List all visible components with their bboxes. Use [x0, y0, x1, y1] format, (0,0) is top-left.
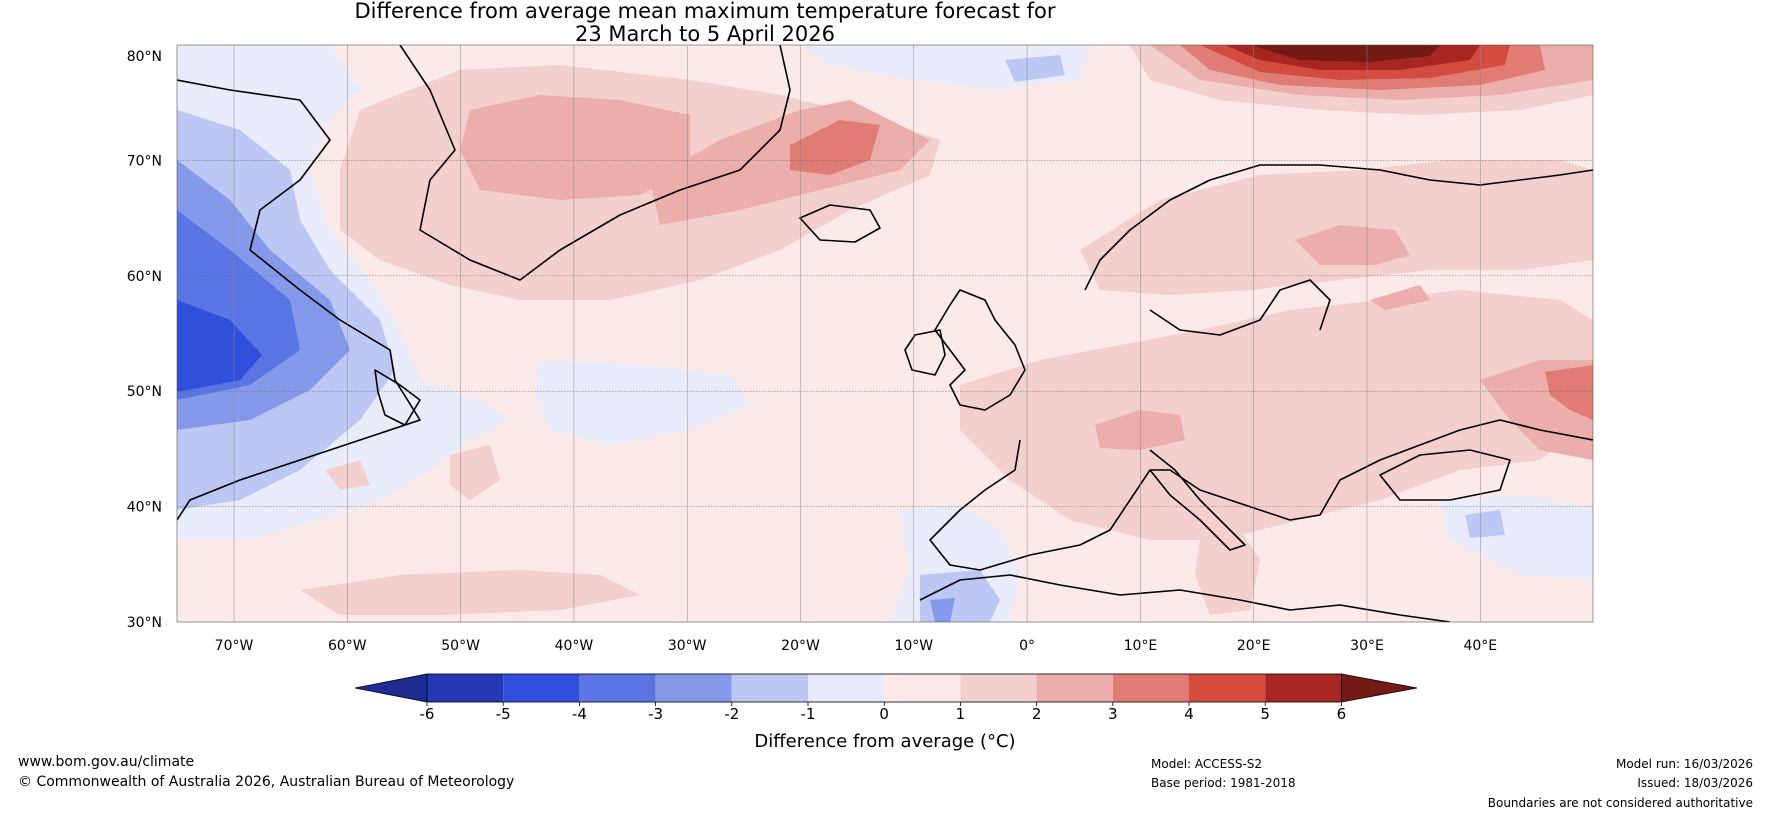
title-line-2: 23 March to 5 April 2026	[575, 22, 835, 46]
colorbar-segment	[1265, 674, 1342, 702]
coast-canada	[177, 79, 421, 521]
coast-black-sea	[1379, 449, 1511, 501]
colorbar-extend-high	[1341, 673, 1418, 703]
colorbar-segment	[1189, 674, 1266, 702]
chart-title: Difference from average mean maximum tem…	[0, 0, 1410, 46]
anomaly-plus1-mediterranean	[1195, 530, 1260, 615]
coast-italy	[1149, 449, 1246, 551]
copyright-notice: © Commonwealth of Australia 2026, Austra…	[18, 774, 515, 790]
longitude-label: 50°W	[441, 638, 480, 654]
anomaly-plus2-russia-strip	[1370, 285, 1430, 310]
colorbar-segment	[655, 674, 732, 702]
longitude-label: 60°W	[328, 638, 367, 654]
colorbar-segment	[427, 674, 504, 702]
colorbar-segment	[1036, 674, 1113, 702]
colorbar-tick-label: 6	[1337, 705, 1347, 723]
longitude-label: 10°W	[894, 638, 933, 654]
colorbar-tick-label: -5	[496, 705, 511, 723]
colorbar-segment	[1112, 674, 1189, 702]
longitude-label: 10°E	[1124, 638, 1158, 654]
coast-north-africa	[919, 574, 1451, 622]
longitude-label: 30°E	[1350, 638, 1384, 654]
coastlines	[177, 45, 1593, 622]
longitude-labels: 70°W 60°W 50°W 40°W 30°W 20°W 10°W 0° 10°E 20°E 30…	[215, 638, 1497, 654]
longitude-label: 30°W	[668, 638, 707, 654]
anomaly-minus1-atlantic	[535, 360, 750, 445]
anomaly-minus3-south	[930, 598, 955, 622]
map-frame	[176, 44, 1594, 623]
colorbar-tick-label: 1	[956, 705, 966, 723]
longitude-label: 20°E	[1237, 638, 1271, 654]
coast-ireland	[904, 329, 946, 376]
colorbar-tick-label: -3	[648, 705, 663, 723]
longitude-label: 40°W	[555, 638, 594, 654]
anomaly-minus5-west	[177, 300, 262, 392]
colorbar-tick-label: 5	[1260, 705, 1270, 723]
title-line-1: Difference from average mean maximum tem…	[354, 0, 1056, 23]
coast-scandinavia	[1084, 164, 1593, 291]
colorbar-tick-label: 0	[879, 705, 889, 723]
anomaly-minus1-north-blob	[1005, 55, 1065, 82]
latitude-label: 70°N	[127, 153, 162, 169]
latitude-labels: 80°N 70°N 60°N 50°N 40°N 30°N	[127, 49, 162, 631]
colorbar-segment	[579, 674, 656, 702]
graticule	[177, 45, 1593, 622]
website-link[interactable]: www.bom.gov.au/climate	[18, 754, 195, 770]
anomaly-plus2-finland	[1295, 225, 1410, 265]
coast-baltic	[1149, 279, 1331, 336]
anomaly-plus1-europe	[960, 290, 1593, 540]
colorbar-segment	[884, 674, 961, 702]
longitude-label: 40°E	[1463, 638, 1497, 654]
anomaly-plus1-azores	[450, 445, 500, 500]
longitude-label: 20°W	[781, 638, 820, 654]
longitude-label: 70°W	[215, 638, 254, 654]
coast-europe	[929, 419, 1593, 571]
latitude-label: 50°N	[127, 384, 162, 400]
colorbar-tick-label: -1	[801, 705, 816, 723]
model-run-date: Model run: 16/03/2026	[1615, 757, 1753, 771]
latitude-label: 60°N	[127, 269, 162, 285]
colorbar-tick-label: -6	[420, 705, 435, 723]
colorbar-segment	[960, 674, 1037, 702]
colorbar-tick-label: -2	[724, 705, 739, 723]
model-name: Model: ACCESS-S2	[1151, 757, 1263, 771]
coast-greenland	[399, 45, 791, 281]
colorbar-tick-label: 4	[1184, 705, 1194, 723]
anomaly-plus2-alps	[1095, 410, 1185, 450]
latitude-label: 80°N	[127, 49, 162, 65]
colorbar-label: Difference from average (°C)	[754, 731, 1015, 752]
longitude-label: 0°	[1019, 638, 1035, 654]
anomaly-plus1-south-atlantic	[300, 570, 640, 615]
coast-uk	[934, 289, 1026, 411]
latitude-label: 40°N	[127, 500, 162, 516]
colorbar-tick-label: -4	[572, 705, 587, 723]
anomaly-plus2-greenland	[460, 95, 690, 200]
latitude-label: 30°N	[127, 615, 162, 631]
anomaly-plus3-ukraine	[1545, 365, 1593, 420]
colorbar-tick-label: 2	[1032, 705, 1042, 723]
colorbar-tick-label: 3	[1108, 705, 1118, 723]
anomaly-plus3-iceland	[790, 120, 880, 175]
colorbar: -6 -5 -4 -3 -2 -1 0 1 2 3 4 5 6 Difference from avera…	[354, 673, 1418, 752]
colorbar-segment	[731, 674, 808, 702]
colorbar-extend-low	[354, 673, 428, 703]
anomaly-plus6-arctic	[1250, 45, 1440, 62]
colorbar-segment	[503, 674, 580, 702]
anomaly-minus2-caspian	[1465, 510, 1505, 538]
base-period: Base period: 1981-2018	[1151, 776, 1296, 790]
coast-iceland	[799, 204, 881, 243]
issued-date: Issued: 18/03/2026	[1637, 776, 1753, 790]
boundary-disclaimer: Boundaries are not considered authoritat…	[1487, 796, 1753, 810]
colorbar-segment	[808, 674, 885, 702]
coast-newfoundland	[374, 369, 421, 426]
